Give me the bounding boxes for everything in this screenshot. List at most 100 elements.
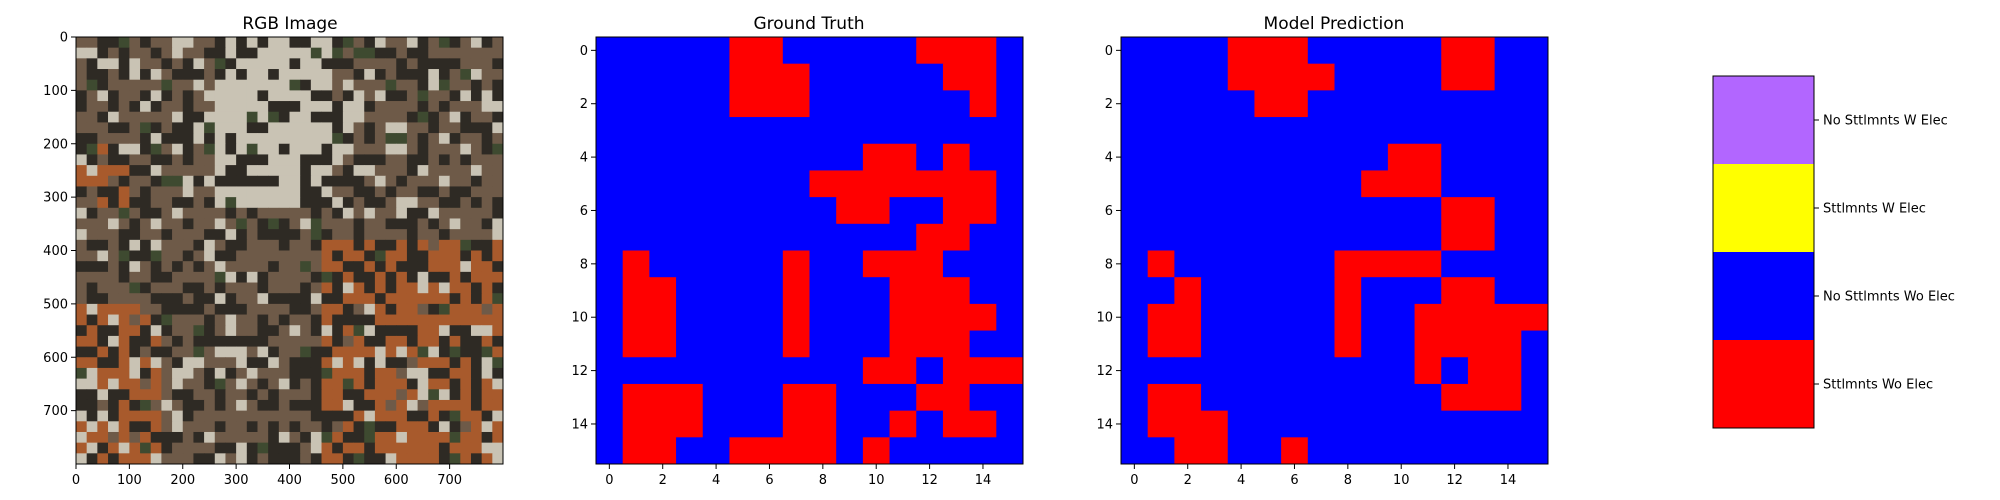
model-prediction-cell — [1201, 90, 1229, 118]
ground-truth-cell — [889, 357, 917, 385]
model-prediction-cell — [1227, 250, 1255, 278]
rgb-pixel — [481, 58, 493, 70]
rgb-pixel — [449, 69, 461, 81]
rgb-pixel — [460, 239, 472, 251]
x-tick-label: 0 — [72, 473, 80, 488]
rgb-pixel — [374, 410, 386, 422]
rgb-pixel — [438, 143, 451, 155]
rgb-pixel — [481, 165, 493, 177]
x-tick-label: 4 — [1237, 473, 1245, 488]
rgb-pixel — [118, 175, 130, 187]
rgb-pixel — [129, 154, 141, 166]
rgb-pixel — [129, 239, 141, 251]
rgb-pixel — [492, 165, 504, 177]
ground-truth-cell — [729, 250, 757, 278]
rgb-pixel — [225, 261, 237, 273]
rgb-pixel — [481, 143, 493, 155]
ground-truth-cell — [782, 143, 810, 171]
ground-truth-cell — [649, 197, 677, 225]
rgb-pixel — [406, 335, 419, 347]
rgb-pixel — [76, 357, 88, 369]
rgb-pixel — [76, 111, 88, 123]
rgb-pixel — [374, 207, 386, 219]
model-prediction-cell — [1467, 37, 1496, 65]
rgb-pixel — [278, 325, 290, 337]
ground-truth-cell — [836, 223, 864, 251]
rgb-pixel — [332, 133, 344, 145]
rgb-pixel — [257, 133, 269, 145]
rgb-pixel — [268, 47, 280, 59]
rgb-pixel — [300, 133, 312, 145]
rgb-pixel — [193, 399, 205, 412]
rgb-pixel — [76, 186, 88, 198]
rgb-pixel — [385, 282, 397, 294]
model-prediction-cell — [1334, 277, 1362, 305]
rgb-pixel — [182, 303, 194, 315]
ground-truth-cell — [916, 330, 944, 358]
rgb-pixel — [108, 186, 120, 198]
rgb-pixel — [278, 90, 290, 102]
rgb-pixel — [396, 303, 408, 315]
rgb-pixel — [332, 79, 344, 91]
rgb-pixel — [225, 143, 237, 155]
rgb-pixel — [76, 165, 88, 177]
ground-truth-cell — [916, 143, 944, 171]
rgb-pixel — [172, 314, 184, 326]
rgb-pixel — [150, 367, 162, 380]
rgb-pixel — [193, 154, 205, 166]
rgb-pixel — [417, 69, 429, 81]
rgb-pixel — [289, 229, 301, 241]
rgb-pixel — [385, 47, 397, 59]
rgb-pixel — [332, 378, 344, 390]
rgb-pixel — [161, 421, 173, 433]
rgb-pixel — [492, 410, 504, 422]
rgb-pixel — [118, 421, 130, 433]
rgb-pixel — [374, 357, 386, 369]
ground-truth-cell — [809, 37, 837, 65]
rgb-pixel — [214, 79, 226, 91]
rgb-pixel — [428, 111, 440, 123]
rgb-pixel — [481, 122, 493, 134]
ground-truth-cell — [702, 37, 730, 65]
rgb-pixel — [129, 261, 141, 273]
rgb-pixel — [140, 239, 152, 251]
rgb-pixel — [385, 90, 397, 102]
rgb-pixel — [214, 37, 226, 49]
rgb-pixel — [342, 378, 354, 390]
rgb-pixel — [438, 218, 451, 230]
ground-truth-cell — [622, 330, 650, 358]
rgb-pixel — [470, 111, 483, 123]
rgb-pixel — [289, 165, 301, 177]
rgb-pixel — [481, 431, 493, 444]
rgb-pixel — [204, 239, 216, 251]
ground-truth-cell — [942, 90, 971, 118]
rgb-pixel — [417, 101, 429, 113]
rgb-pixel — [353, 325, 365, 337]
rgb-pixel — [438, 271, 451, 283]
rgb-pixel — [374, 47, 386, 59]
rgb-pixel — [246, 101, 258, 113]
rgb-pixel — [492, 133, 504, 145]
rgb-pixel — [76, 399, 88, 412]
rgb-pixel — [460, 357, 472, 369]
rgb-pixel — [396, 261, 408, 273]
rgb-pixel — [268, 165, 280, 177]
model-prediction-cell — [1387, 303, 1416, 332]
rgb-pixel — [406, 229, 419, 241]
rgb-pixel — [257, 47, 269, 59]
rgb-pixel — [364, 69, 376, 81]
model-prediction-cell — [1201, 303, 1229, 332]
rgb-pixel — [396, 186, 408, 198]
model-prediction-cell — [1467, 410, 1496, 438]
rgb-pixel — [182, 431, 194, 444]
rgb-pixel — [438, 357, 451, 369]
ground-truth-cell — [596, 383, 624, 412]
rgb-pixel — [406, 293, 419, 305]
rgb-pixel — [385, 218, 397, 230]
rgb-pixel — [257, 389, 269, 401]
rgb-pixel — [332, 47, 344, 59]
rgb-pixel — [204, 90, 216, 102]
model-prediction-cell — [1254, 117, 1282, 145]
rgb-pixel — [118, 314, 130, 326]
rgb-pixel — [300, 357, 312, 369]
